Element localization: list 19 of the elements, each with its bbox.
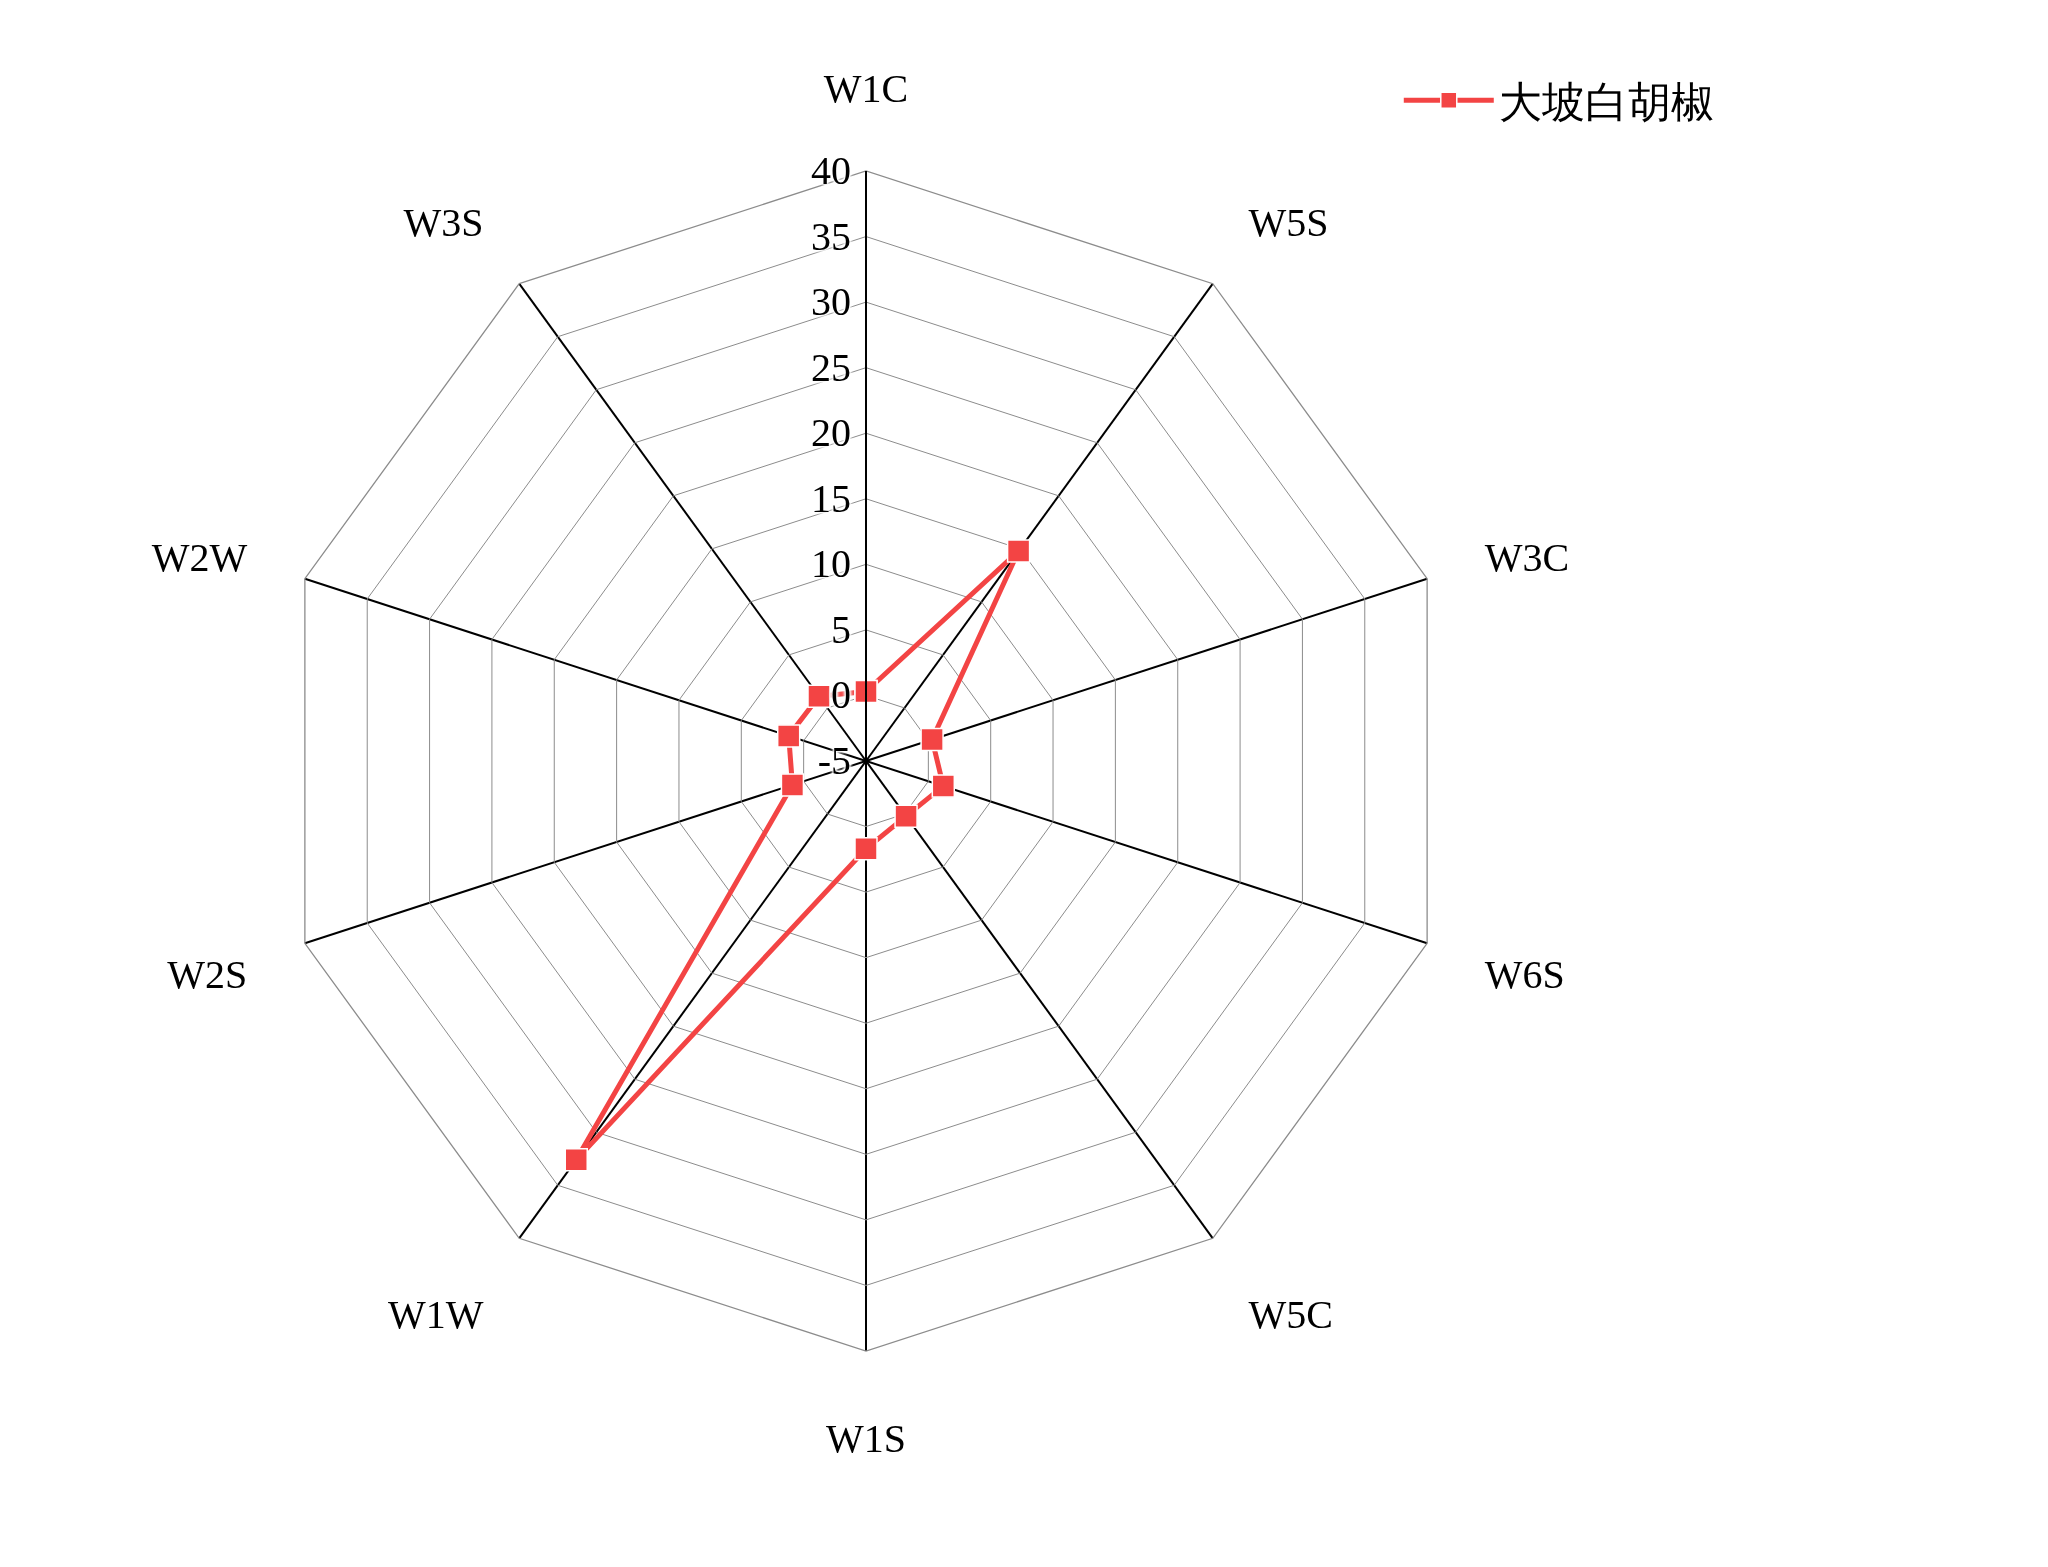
y-tick-label: 35 bbox=[811, 213, 851, 259]
spoke-label: W6S bbox=[1484, 951, 1565, 997]
spoke-label: W1W bbox=[388, 1291, 484, 1337]
y-tick-label: 20 bbox=[811, 410, 851, 456]
spoke-label: W2W bbox=[151, 534, 248, 580]
spoke-label: W5S bbox=[1248, 200, 1329, 246]
y-tick-label: 40 bbox=[811, 148, 851, 193]
spoke-label: W3S bbox=[403, 200, 484, 246]
legend-label: 大坡白胡椒 bbox=[1498, 79, 1714, 127]
y-tick-label: 25 bbox=[811, 344, 851, 390]
spoke-label: W5C bbox=[1248, 1291, 1333, 1337]
spoke-label: W2S bbox=[167, 951, 248, 997]
spoke-label: W1S bbox=[826, 1415, 906, 1461]
spoke-label: W3C bbox=[1484, 534, 1570, 580]
spoke-label: W1C bbox=[823, 66, 909, 112]
y-tick-label: 10 bbox=[811, 541, 851, 587]
y-tick-label: 5 bbox=[831, 606, 851, 652]
y-tick-label: 15 bbox=[811, 475, 851, 521]
y-tick-label: 30 bbox=[811, 279, 851, 325]
